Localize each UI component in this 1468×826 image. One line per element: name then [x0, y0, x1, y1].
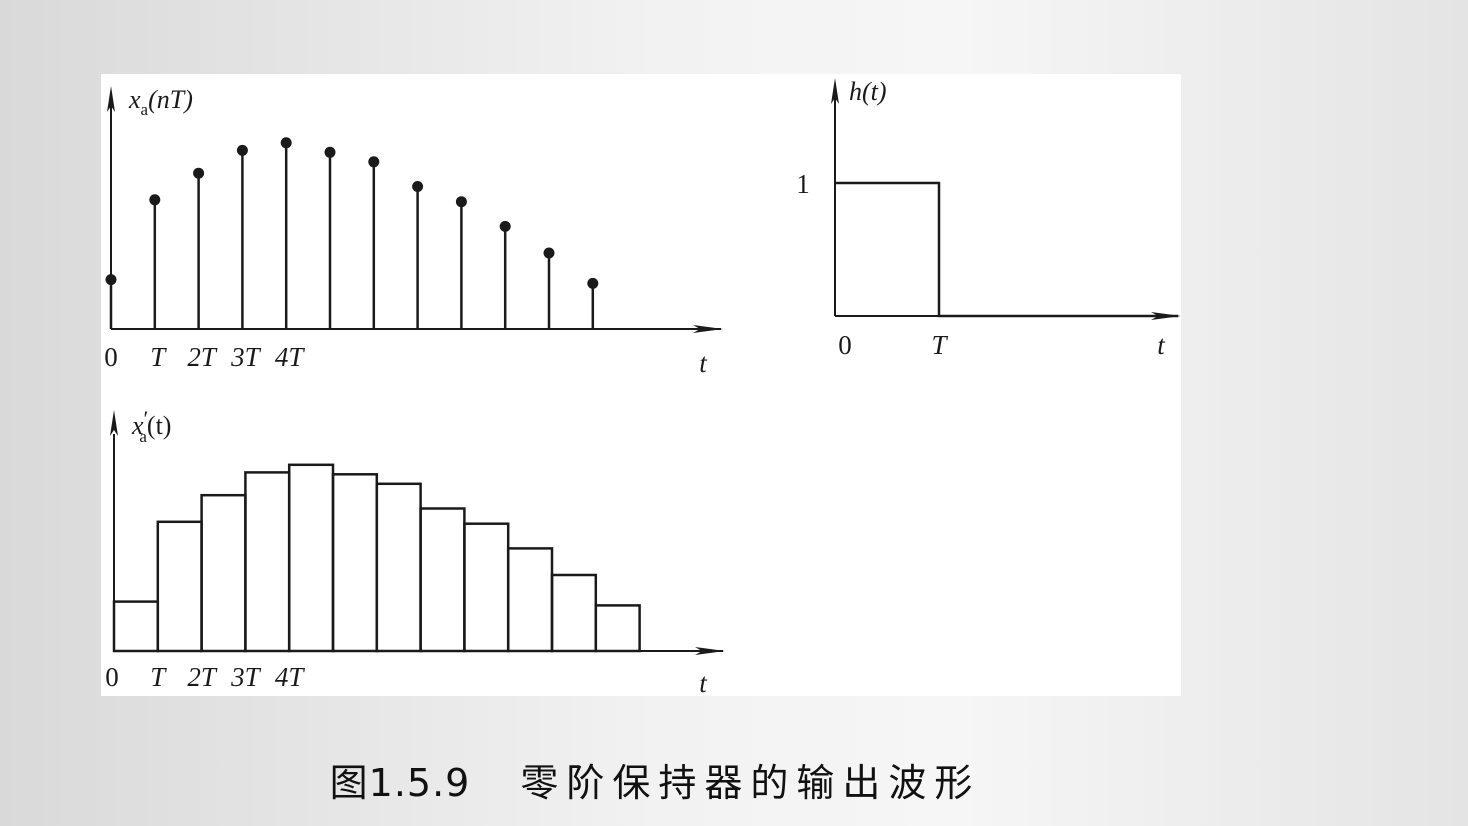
step-tick-label: 4T — [275, 662, 306, 692]
h-y-tick-label: 1 — [796, 169, 810, 199]
stem-marker — [412, 181, 424, 192]
step-y-label: x′ a(t) — [131, 406, 171, 446]
h-y-arrow — [831, 78, 839, 104]
stem-tick-label: T — [150, 342, 167, 372]
step-bar — [594, 604, 641, 653]
stem-tick-label: 3T — [230, 342, 262, 372]
step-x-label: t — [699, 668, 708, 696]
step-bar — [287, 463, 335, 653]
stem-y-label: xa(nT) — [128, 85, 193, 119]
stem-marker — [368, 156, 380, 168]
figure-caption: 图1.5.9 零阶保持器的输出波形 — [0, 752, 1310, 807]
step-tick-label: 2T — [187, 662, 218, 692]
stem-y-arrow — [107, 86, 115, 112]
stem-marker — [149, 194, 161, 206]
step-y-arrow — [110, 410, 118, 436]
stem-marker — [193, 167, 205, 179]
step-tick-label: T — [150, 662, 167, 692]
stem-x-arrow — [693, 325, 723, 333]
step-bar — [200, 493, 247, 653]
h-tick-label: T — [931, 330, 948, 360]
stem-tick-label: 0 — [104, 342, 118, 372]
step-bar — [112, 600, 160, 653]
step-bar — [375, 482, 422, 653]
h-y-label: h(t) — [849, 77, 887, 106]
step-bar — [244, 471, 291, 653]
h-pulse-line — [835, 181, 1179, 318]
stem-marker — [499, 220, 511, 232]
step-bar — [550, 573, 598, 653]
stem-x-label: t — [699, 348, 708, 378]
step-bar — [463, 522, 510, 653]
stem-tick-label: 4T — [275, 342, 306, 372]
stem-marker — [280, 137, 292, 149]
h-x-label: t — [1157, 330, 1166, 360]
stem-marker — [105, 274, 117, 286]
step-x-arrow — [695, 647, 725, 655]
stem-marker — [324, 146, 336, 158]
stem-tick-label: 2T — [187, 342, 218, 372]
step-bar — [506, 547, 554, 653]
step-tick-label: 0 — [105, 662, 119, 692]
step-bar — [331, 473, 379, 653]
stem-marker — [455, 196, 467, 208]
caption-number: 图1.5.9 — [329, 761, 471, 805]
stem-marker — [587, 277, 599, 289]
h-tick-label: 0 — [838, 330, 852, 360]
step-bar — [419, 507, 466, 653]
caption-text: 零阶保持器的输出波形 — [520, 761, 981, 805]
stem-marker — [236, 144, 248, 156]
step-tick-label: 3T — [230, 662, 262, 692]
stem-marker — [543, 247, 555, 259]
step-bar — [156, 520, 203, 653]
